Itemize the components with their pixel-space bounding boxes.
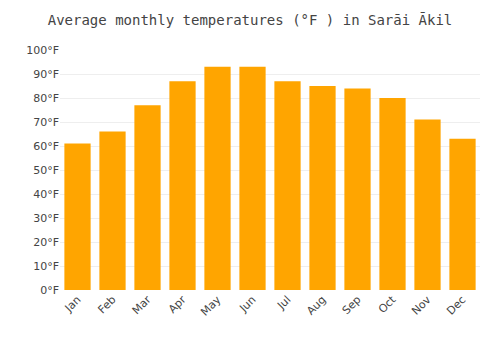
svg-text:80°F: 80°F — [33, 92, 59, 105]
svg-text:Oct: Oct — [376, 293, 399, 316]
svg-text:90°F: 90°F — [33, 68, 59, 81]
svg-text:20°F: 20°F — [33, 236, 59, 249]
svg-text:Jun: Jun — [236, 293, 258, 315]
svg-text:70°F: 70°F — [33, 116, 59, 129]
svg-text:Average monthly temperatures (: Average monthly temperatures (°F ) in Sa… — [48, 12, 453, 28]
svg-text:100°F: 100°F — [26, 44, 59, 57]
svg-text:Feb: Feb — [96, 293, 119, 316]
svg-text:Dec: Dec — [444, 293, 468, 317]
svg-text:40°F: 40°F — [33, 188, 59, 201]
svg-text:30°F: 30°F — [33, 212, 59, 225]
svg-text:Jul: Jul — [274, 293, 293, 312]
svg-text:Sep: Sep — [340, 293, 364, 317]
svg-text:Aug: Aug — [304, 293, 328, 317]
svg-text:Mar: Mar — [130, 293, 154, 317]
svg-text:Apr: Apr — [166, 293, 189, 316]
svg-text:May: May — [198, 293, 224, 319]
svg-text:Jan: Jan — [62, 293, 84, 315]
svg-text:60°F: 60°F — [33, 140, 59, 153]
svg-text:10°F: 10°F — [33, 260, 59, 273]
svg-text:Nov: Nov — [409, 293, 434, 318]
svg-text:50°F: 50°F — [33, 164, 59, 177]
svg-text:0°F: 0°F — [40, 284, 59, 297]
